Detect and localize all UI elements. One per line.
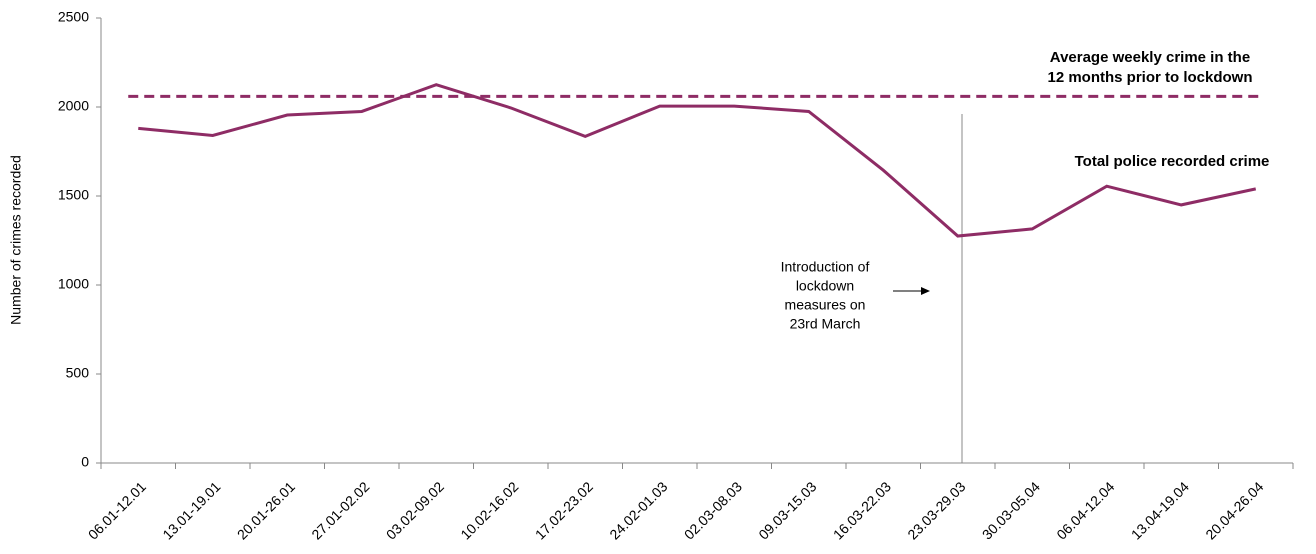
x-tick-label: 13.04-19.04 [1128, 478, 1192, 542]
series-label: Total police recorded crime [1075, 153, 1270, 170]
y-axis-label: Number of crimes recorded [8, 155, 24, 325]
x-tick-label: 02.03-08.03 [681, 478, 745, 542]
y-tick-label: 2000 [58, 98, 89, 114]
y-tick-label: 1000 [58, 276, 89, 292]
x-tick-label: 17.02-23.02 [532, 478, 596, 542]
x-tick-label: 10.02-16.02 [457, 478, 521, 542]
annotation: measures on [785, 297, 866, 313]
reference-label: 12 months prior to lockdown [1047, 69, 1252, 86]
y-tick-label: 500 [66, 365, 90, 381]
x-tick-label: 23.03-29.03 [904, 478, 968, 542]
reference-label: Average weekly crime in the [1050, 49, 1250, 66]
annotation: 23rd March [790, 316, 861, 332]
annotation: lockdown [796, 278, 854, 294]
y-tick-label: 0 [81, 454, 89, 470]
arrow-head [921, 287, 930, 295]
series-line [138, 83, 1257, 238]
y-tick-label: 2500 [58, 9, 89, 25]
x-tick-label: 16.03-22.03 [830, 478, 894, 542]
x-tick-label: 03.02-09.02 [383, 478, 447, 542]
x-tick-label: 20.04-26.04 [1202, 478, 1266, 542]
annotation: Introduction of [781, 259, 870, 275]
y-tick-label: 1500 [58, 187, 89, 203]
x-tick-label: 13.01-19.01 [159, 478, 223, 542]
x-tick-label: 20.01-26.01 [234, 478, 298, 542]
x-tick-label: 06.01-12.01 [85, 478, 149, 542]
x-tick-label: 30.03-05.04 [979, 478, 1043, 542]
x-tick-label: 24.02-01.03 [606, 478, 670, 542]
x-tick-label: 27.01-02.02 [308, 478, 372, 542]
x-tick-label: 06.04-12.04 [1053, 478, 1117, 542]
x-tick-label: 09.03-15.03 [755, 478, 819, 542]
